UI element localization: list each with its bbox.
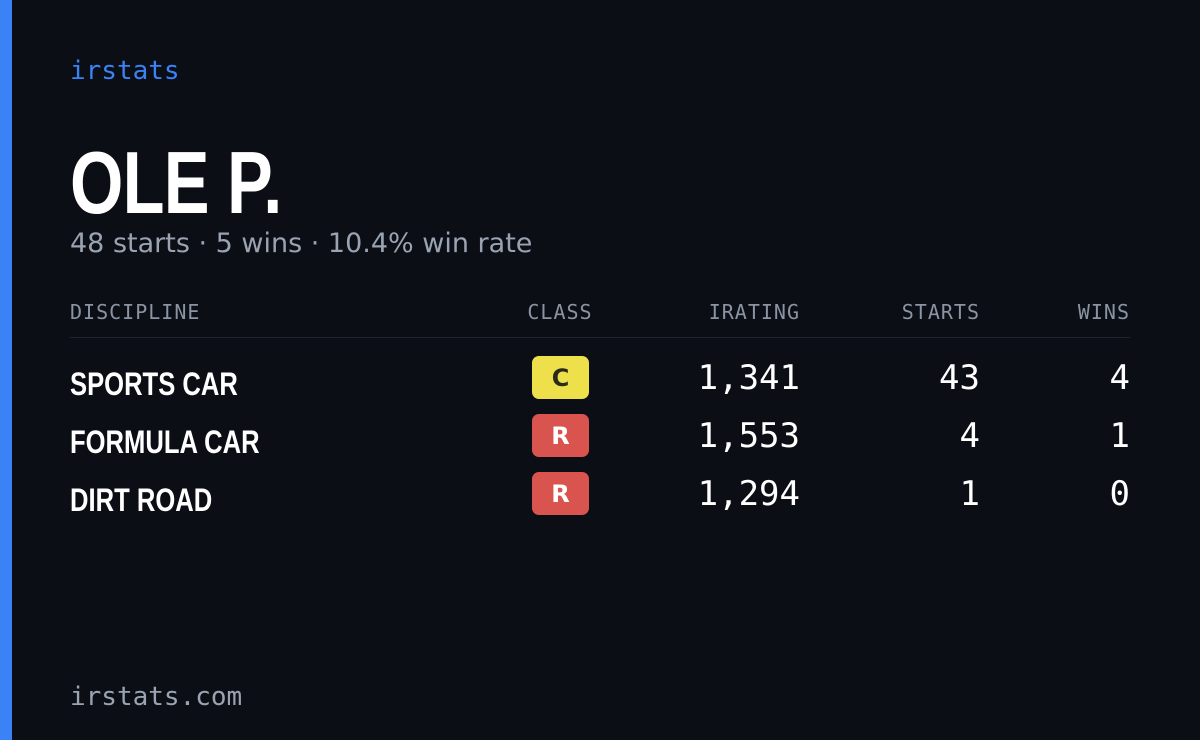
irating: 1,553 <box>697 416 800 456</box>
profile-name: OLE P. <box>70 133 282 232</box>
discipline: SPORTS CAR <box>70 366 238 402</box>
accent-bar <box>0 0 12 740</box>
irating: 1,341 <box>697 358 800 398</box>
column-header: WINS <box>1077 300 1130 324</box>
column-header: IRATING <box>708 300 800 324</box>
profile-summary: 48 starts · 5 wins · 10.4% win rate <box>70 228 533 259</box>
starts: 1 <box>959 474 980 514</box>
wins: 4 <box>1109 358 1130 398</box>
class-badge: R <box>532 472 589 515</box>
discipline: DIRT ROAD <box>70 482 213 518</box>
irating: 1,294 <box>697 474 800 514</box>
starts: 43 <box>939 358 980 398</box>
discipline: FORMULA CAR <box>70 424 260 460</box>
starts: 4 <box>959 416 980 456</box>
header-rule <box>70 337 1130 338</box>
wins: 1 <box>1109 416 1130 456</box>
column-header: CLASS <box>527 300 593 324</box>
class-badge: R <box>532 414 589 457</box>
column-header: DISCIPLINE <box>70 300 201 324</box>
column-header: STARTS <box>901 300 980 324</box>
wins: 0 <box>1109 474 1130 514</box>
class-badge: C <box>532 356 589 399</box>
brand: irstats <box>70 56 180 86</box>
footer: irstats.com <box>70 682 243 712</box>
